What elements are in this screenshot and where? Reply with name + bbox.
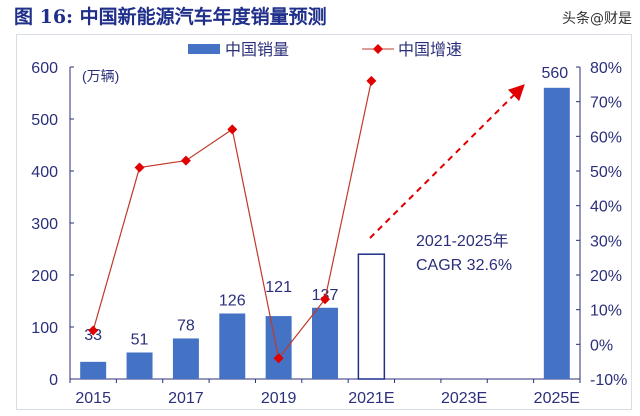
bar-label: 78 (177, 317, 195, 334)
annotation-line-1: 2021-2025年 (416, 232, 509, 250)
y-tick-label: 0 (49, 372, 58, 389)
bar-label: 51 (131, 331, 149, 348)
y2-tick-label: 10% (590, 303, 622, 320)
growth-point-2021E (366, 75, 377, 86)
y-tick-label: 400 (31, 164, 58, 181)
x-tick-label: 2023E (441, 390, 487, 407)
x-tick-label: 2019 (261, 390, 297, 407)
y-tick-label: 200 (31, 268, 58, 285)
y2-tick-label: 20% (590, 268, 622, 285)
y-tick-label: 100 (31, 320, 58, 337)
y-axis-label: (万辆) (82, 68, 119, 84)
growth-point-2020 (320, 294, 330, 305)
growth-point-2019 (273, 353, 284, 364)
growth-point-2018 (227, 124, 238, 135)
watermark: 头条@财是 (562, 8, 632, 28)
legend-line-label: 中国增速 (398, 41, 462, 59)
y2-tick-label: 80% (590, 60, 622, 77)
y2-tick-label: 60% (590, 129, 622, 146)
bar-2018 (219, 313, 246, 379)
x-tick-label: 2025E (534, 390, 580, 407)
legend-bar-label: 中国销量 (225, 41, 289, 59)
x-tick-label: 2021E (348, 390, 394, 407)
y2-tick-label: 50% (590, 164, 622, 181)
chart-title: 图 16: 中国新能源汽车年度销量预测 (14, 6, 327, 28)
bar-2017 (172, 338, 199, 379)
bar-label: 560 (541, 65, 568, 82)
y2-tick-label: 30% (590, 233, 622, 250)
y-tick-label: 500 (31, 112, 58, 129)
growth-point-2017 (180, 155, 191, 166)
legend-line-marker (373, 44, 383, 54)
bar-label: 126 (219, 292, 246, 309)
x-tick-label: 2015 (75, 390, 111, 407)
bar-2020 (312, 307, 338, 379)
legend-bar-swatch (188, 44, 220, 54)
y-tick-label: 300 (31, 216, 58, 233)
cagr-arrow (369, 84, 525, 239)
chart-frame (16, 34, 632, 410)
y-tick-label: 600 (31, 60, 58, 77)
y2-tick-label: 40% (590, 199, 622, 216)
bar-label: 121 (265, 279, 292, 296)
annotation-line-2: CAGR 32.6% (416, 257, 512, 274)
growth-point-2016 (134, 162, 145, 173)
y2-tick-label: -10% (590, 372, 627, 389)
growth-point-2015 (88, 325, 99, 336)
bar-2016 (126, 352, 153, 379)
bar-2025E (543, 87, 570, 380)
y2-tick-label: 70% (590, 95, 622, 112)
bar-2021E (357, 253, 386, 380)
y2-tick-label: 0% (590, 337, 613, 354)
x-tick-label: 2017 (168, 390, 204, 407)
bar-2015 (80, 361, 107, 379)
